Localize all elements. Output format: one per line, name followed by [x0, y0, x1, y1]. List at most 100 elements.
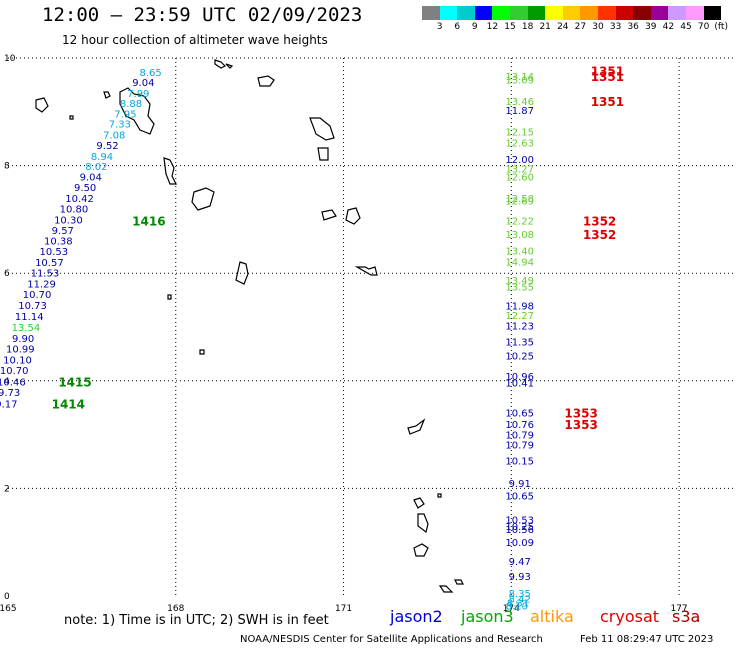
wave-height-label: 12.60	[505, 172, 534, 183]
legend-swatch	[545, 6, 563, 20]
legend-swatch	[685, 6, 704, 20]
satellite-legend-jason3: jason3	[461, 607, 514, 626]
legend-label: 33	[609, 22, 622, 32]
satellite-legend-cryosat: cryosat	[600, 607, 660, 626]
pass-number-label: 1352	[583, 214, 616, 228]
pass-number-label: 1351	[591, 70, 624, 84]
axis-ticks: 165 168 171 174 177 0 2 4 6 8 10	[0, 54, 688, 614]
wave-height-label: 13.55	[505, 283, 534, 294]
wave-height-label: 13.27	[505, 164, 534, 175]
wave-height-label: 8.65	[139, 68, 161, 79]
legend-swatch	[597, 6, 616, 20]
island-outline	[191, 187, 215, 211]
island-outline	[199, 349, 205, 355]
island-outline	[119, 87, 155, 135]
wave-height-label: 8.02	[85, 162, 107, 173]
wave-height-label: 13.08	[505, 230, 534, 241]
wave-height-label: 10.53	[40, 247, 69, 258]
wave-height-label: 10.80	[60, 205, 89, 216]
y-tick-label: 8	[4, 162, 10, 172]
island-outline	[167, 294, 172, 300]
pass-number-label: 1414	[52, 397, 85, 411]
island-outline	[437, 493, 442, 498]
wave-height-label: 10.76	[505, 420, 534, 431]
island-outline	[317, 147, 329, 161]
wave-height-label: 9.91	[509, 479, 531, 490]
legend-label: 42	[662, 22, 675, 32]
island-outline	[438, 585, 454, 593]
island-outline	[225, 63, 234, 69]
wave-height-label: 10.99	[6, 345, 35, 356]
wave-height-label: 9.73	[0, 388, 20, 399]
wave-height-label: 11.23	[505, 321, 534, 332]
wave-height-label: 10.41	[505, 378, 534, 389]
wave-height-label: 10.25	[505, 352, 534, 363]
wave-height-label: 10.57	[35, 258, 64, 269]
wave-height-label: 12.22	[505, 216, 534, 227]
legend-swatch	[527, 6, 546, 20]
wave-height-label: 11.14	[15, 312, 44, 323]
legend-label: 24	[557, 22, 569, 32]
wave-height-label: 12.27	[505, 311, 534, 322]
island-outline	[103, 91, 111, 99]
wave-height-label: 10.09	[505, 538, 534, 549]
wave-height-label: 11.53	[31, 269, 60, 280]
wave-height-label: 13.14	[505, 72, 534, 83]
wave-height-label: 7.33	[109, 120, 131, 131]
wave-height-label: 7.99	[127, 89, 149, 100]
wave-height-label: 11.29	[27, 279, 56, 290]
pass-number-label: 1416	[132, 214, 165, 228]
track-1416: 8.659.047.998.887.957.337.089.528.948.02…	[31, 68, 162, 280]
island-outline	[257, 75, 275, 87]
island-outline	[345, 207, 361, 225]
wave-height-label: 10.70	[23, 290, 52, 301]
credit-text: NOAA/NESDIS Center for Satellite Applica…	[240, 634, 543, 645]
map-title: 12:00 – 23:59 UTC 02/09/2023	[42, 4, 363, 26]
legend-label: 27	[574, 22, 587, 32]
wave-height-label: 10.42	[65, 194, 94, 205]
wave-height-label: 9.04	[80, 172, 102, 183]
island-outline	[413, 497, 425, 509]
y-tick-label: 2	[4, 484, 10, 494]
satellite-legend-jason2: jason2	[390, 607, 443, 626]
x-tick-label: 174	[503, 604, 520, 614]
wave-height-label: 12.69	[505, 197, 534, 208]
wave-height-label: 10.96	[505, 372, 534, 383]
island-outline	[354, 266, 378, 276]
island-outline	[321, 209, 337, 221]
wave-height-label: 10.65	[505, 409, 534, 420]
wave-height-label: 11.98	[505, 301, 534, 312]
lat-lon-grid	[8, 57, 735, 596]
wave-height-label: 13.40	[505, 247, 534, 258]
wave-height-label: 9.57	[52, 226, 74, 237]
track-1415: 11.2910.7010.7311.1413.549.9010.9910.101…	[0, 279, 56, 388]
map-subtitle: 12 hour collection of altimeter wave hei…	[62, 33, 328, 47]
legend-label: 21	[539, 22, 551, 32]
legend-swatch	[509, 6, 528, 20]
wave-height-label: 9.17	[0, 399, 17, 410]
wave-height-label: 10.56	[505, 525, 534, 536]
wave-height-label: 9.52	[96, 141, 118, 152]
color-scale-legend	[422, 6, 722, 20]
wave-height-label: 8.42	[509, 595, 531, 606]
island-outline	[35, 97, 49, 113]
island-outline	[413, 543, 429, 557]
wave-height-label: 8.31	[507, 598, 529, 609]
legend-label: 45	[680, 22, 692, 32]
legend-swatch	[474, 6, 493, 20]
wave-height-label: 10.79	[505, 431, 534, 442]
footer-note: note: 1) Time is in UTC; 2) SWH is in fe…	[64, 613, 329, 628]
wave-height-label: 10.73	[18, 301, 47, 312]
wave-height-label: 10.10	[3, 355, 32, 366]
y-tick-label: 6	[4, 269, 10, 279]
satellite-legend-s3a: s3a	[672, 607, 701, 626]
wave-height-label: 12.63	[505, 138, 534, 149]
legend-label: 30	[592, 22, 604, 32]
wave-height-label: 10.25	[505, 522, 534, 533]
pass-number-label: 1353	[564, 407, 597, 421]
legend-label: 3	[436, 22, 443, 32]
legend-swatch	[457, 6, 475, 20]
